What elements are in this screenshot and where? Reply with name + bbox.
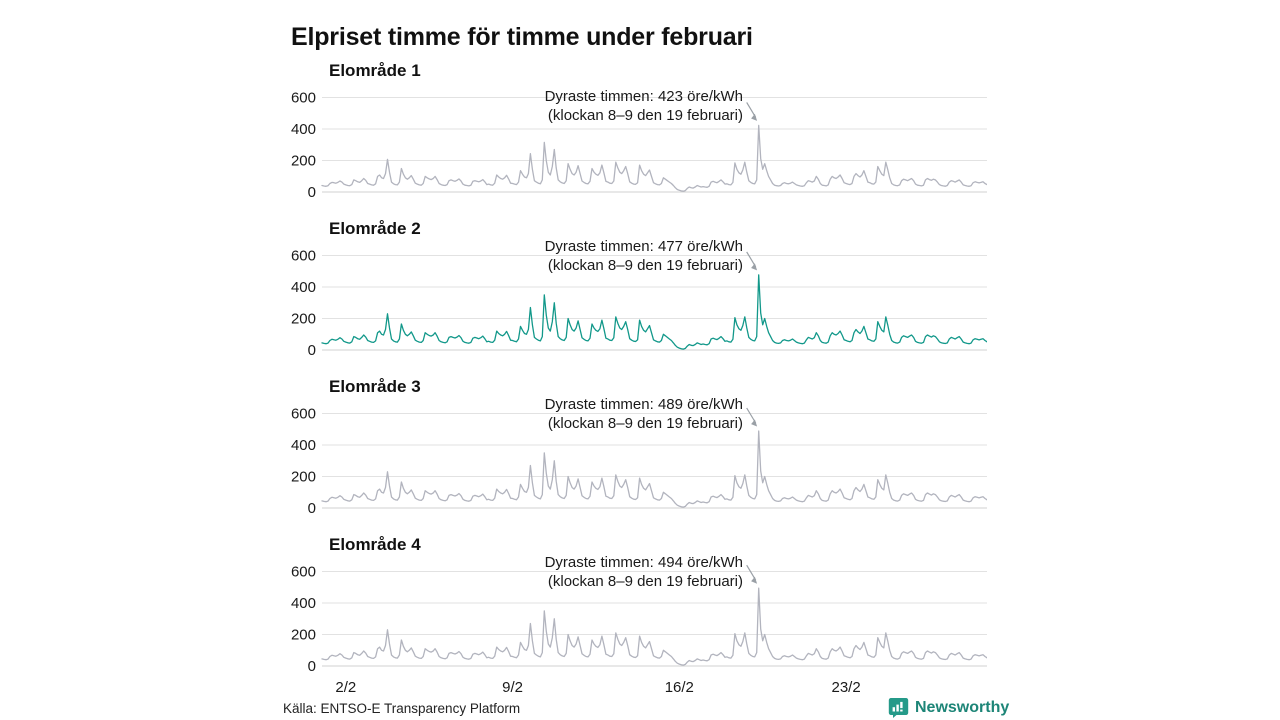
svg-text:600: 600 bbox=[291, 248, 316, 265]
source-note: Källa: ENTSO-E Transparency Platform bbox=[283, 701, 521, 716]
svg-text:23/2: 23/2 bbox=[831, 679, 860, 696]
svg-text:200: 200 bbox=[291, 153, 316, 170]
svg-text:600: 600 bbox=[291, 406, 316, 423]
max-price-annotation: Dyraste timmen: 494 öre/kWh (klockan 8–9… bbox=[545, 554, 743, 591]
plot-area-elomrade-1: 0 200 400 600 bbox=[282, 83, 988, 202]
annotation-line-1: Dyraste timmen: 477 öre/kWh bbox=[544, 238, 743, 255]
annotation-line-1: Dyraste timmen: 423 öre/kWh bbox=[544, 88, 743, 105]
page-title: Elpriset timme för timme under februari bbox=[291, 22, 753, 51]
svg-text:0: 0 bbox=[308, 342, 316, 355]
svg-text:600: 600 bbox=[291, 564, 316, 581]
svg-text:400: 400 bbox=[291, 121, 316, 138]
annotation-line-2: (klockan 8–9 den 19 februari) bbox=[547, 256, 743, 274]
annotation-line-1: Dyraste timmen: 494 öre/kWh bbox=[544, 554, 743, 571]
newsworthy-bar-chart-bubble-icon bbox=[888, 697, 909, 718]
brand-name: Newsworthy bbox=[915, 698, 1010, 716]
svg-text:200: 200 bbox=[291, 311, 316, 328]
svg-text:400: 400 bbox=[291, 595, 316, 612]
max-price-annotation: Dyraste timmen: 489 öre/kWh (klockan 8–9… bbox=[545, 396, 743, 433]
chart-subtitle-elomrade-1: Elområde 1 bbox=[329, 61, 421, 81]
svg-text:200: 200 bbox=[291, 469, 316, 486]
chart-elomrade-2: Elområde 2 Dyraste timmen: 477 öre/kWh (… bbox=[282, 205, 988, 363]
svg-text:0: 0 bbox=[308, 184, 316, 197]
plot-area-elomrade-4: 0 200 400 600 2/2 9/2 16/2 23/2 bbox=[282, 557, 988, 702]
svg-text:0: 0 bbox=[308, 658, 316, 675]
chart-elomrade-4: Elområde 4 Dyraste timmen: 494 öre/kWh (… bbox=[282, 521, 988, 706]
svg-text:0: 0 bbox=[308, 500, 316, 513]
chart-subtitle-elomrade-3: Elområde 3 bbox=[329, 377, 421, 397]
svg-text:400: 400 bbox=[291, 279, 316, 296]
svg-text:16/2: 16/2 bbox=[665, 679, 694, 696]
svg-text:600: 600 bbox=[291, 90, 316, 107]
svg-text:9/2: 9/2 bbox=[502, 679, 523, 696]
plot-area-elomrade-3: 0 200 400 600 bbox=[282, 399, 988, 518]
annotation-line-2: (klockan 8–9 den 19 februari) bbox=[547, 414, 743, 432]
chart-elomrade-3: Elområde 3 Dyraste timmen: 489 öre/kWh (… bbox=[282, 363, 988, 521]
annotation-line-2: (klockan 8–9 den 19 februari) bbox=[547, 572, 743, 590]
newsworthy-logo: Newsworthy bbox=[888, 697, 1009, 718]
max-price-annotation: Dyraste timmen: 423 öre/kWh (klockan 8–9… bbox=[545, 88, 743, 125]
svg-text:400: 400 bbox=[291, 437, 316, 454]
chart-subtitle-elomrade-4: Elområde 4 bbox=[329, 535, 421, 555]
max-price-annotation: Dyraste timmen: 477 öre/kWh (klockan 8–9… bbox=[545, 238, 743, 275]
chart-elomrade-1: Elområde 1 Dyraste timmen: 423 öre/kWh (… bbox=[282, 47, 988, 205]
svg-text:2/2: 2/2 bbox=[335, 679, 356, 696]
chart-subtitle-elomrade-2: Elområde 2 bbox=[329, 219, 421, 239]
annotation-line-1: Dyraste timmen: 489 öre/kWh bbox=[544, 396, 743, 413]
annotation-line-2: (klockan 8–9 den 19 februari) bbox=[547, 106, 743, 124]
plot-area-elomrade-2: 0 200 400 600 bbox=[282, 241, 988, 360]
svg-text:200: 200 bbox=[291, 627, 316, 644]
